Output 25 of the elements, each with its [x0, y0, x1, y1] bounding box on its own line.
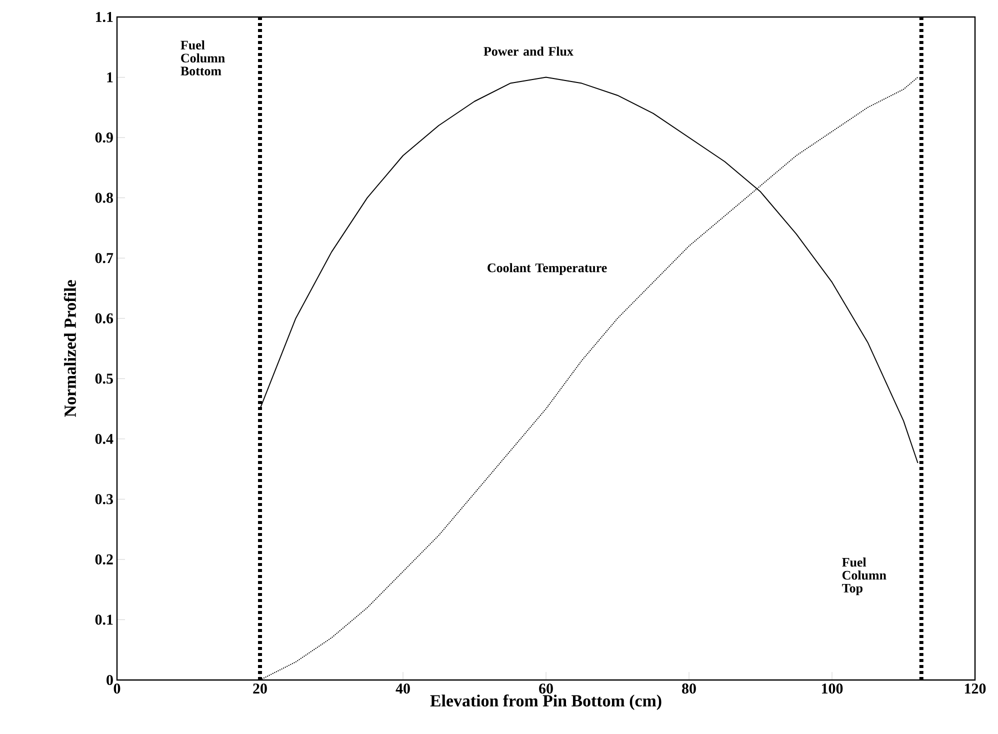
x-tick-label: 40: [396, 684, 410, 694]
x-tick-label: 0: [114, 684, 120, 694]
y-tick-label: 1.1: [96, 12, 113, 22]
y-tick-label: 0.1: [95, 614, 113, 625]
x-tick-label: 20: [253, 684, 267, 694]
y-tick-label: 0.6: [95, 313, 114, 324]
ref-line-label: Fuel Column Bottom: [180, 40, 225, 76]
y-tick-label: 0: [106, 674, 113, 686]
ref-line-label: Fuel Column Top: [842, 558, 886, 596]
x-tick-label: 100: [822, 684, 843, 694]
y-tick-label: 1: [107, 72, 113, 82]
x-tick-label: 60: [539, 684, 553, 694]
series-label: Power and Flux: [484, 46, 574, 56]
x-tick-label: 80: [682, 684, 696, 694]
x-tick-label: 120: [965, 684, 986, 694]
y-tick-label: 0.4: [95, 434, 114, 444]
text: Coolant Temperature: [488, 263, 607, 275]
y-tick-label: 0.7: [95, 253, 114, 264]
y-tick-label: 0.9: [95, 132, 113, 143]
y-axis-title: Normalized Profile: [64, 280, 76, 417]
y-tick-label: 0.3: [95, 494, 113, 504]
y-tick-label: 0.5: [95, 374, 113, 384]
x-axis-title: Elevation from Pin Bottom (cm): [430, 694, 662, 710]
y-tick-label: 0.8: [95, 192, 113, 203]
y-tick-label: 0.2: [95, 554, 113, 565]
